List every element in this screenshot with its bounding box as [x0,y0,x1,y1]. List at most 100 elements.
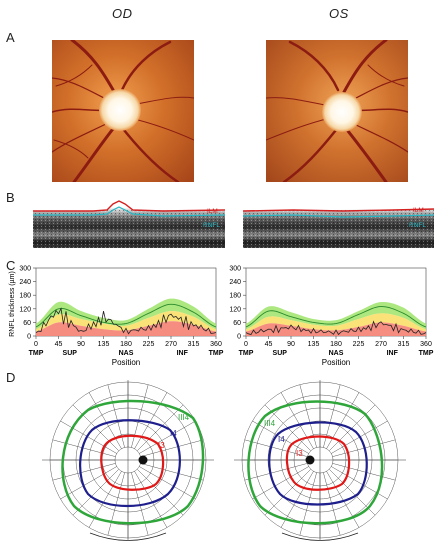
x-tick-label-od: 225 [143,341,155,348]
y-tick-label-os: 240 [229,279,241,286]
mean-line-os [245,306,427,328]
y-tick-label-od: 0 [27,334,31,341]
y-tick-label-os: 300 [229,266,241,273]
oct-od-ilm-label: ILM [207,208,218,215]
sector-label-os: INF [387,350,399,357]
x-tick-label-os: 270 [375,341,387,348]
y-tick-label-os: 0 [237,334,241,341]
sector-label-os: TMP [239,350,254,357]
vf-spoke [60,466,117,500]
rnfl-xlabel-od: Position [112,358,140,367]
y-tick-label-os: 120 [229,306,241,313]
x-tick-label-od: 45 [55,341,63,348]
visual-field-od: III4 I4 I3 [42,380,214,541]
vf-scale-arc-od [89,532,167,541]
sector-label-od: TMP [29,350,44,357]
panel-label-b: B [6,190,15,205]
rnfl-plot-od: 300 240 180 120 60 00 45 90 135 180 225 270 315 360 TM… [19,266,223,358]
rnfl-ylabel-od: RNFL thickness (µm) [9,271,16,337]
vf-spoke [107,472,125,536]
rnfl-chart-os: 300 240 180 120 60 00 45 90 135 180 225 270 315 360 TM… [229,266,433,368]
sector-label-od: SUP [63,350,78,357]
vf-spoke [131,472,149,536]
x-tick-label-os: 0 [244,341,248,348]
isopter-label-i3-os: I3 [296,449,303,458]
isopter-i3-os [285,435,351,491]
panel-label-c: C [6,258,16,273]
panel-label-d: D [6,370,16,385]
sector-label-od: TMP [209,350,224,357]
fundus-photo-od [52,40,194,182]
rnfl-plot-os: 300 240 180 120 60 00 45 90 135 180 225 270 315 360 TM… [229,266,433,358]
x-tick-label-os: 45 [265,341,273,348]
sector-label-od: NAS [119,350,134,357]
x-tick-label-os: 135 [308,341,320,348]
sector-label-os: NAS [329,350,344,357]
x-tick-label-os: 360 [420,341,432,348]
vf-spoke [139,420,196,454]
vf-spoke [134,392,168,449]
borderline-band-os [246,313,426,332]
vf-grid-od [42,380,214,540]
rnfl-xlabel-os: Position [322,358,350,367]
y-tick-label-od: 180 [19,293,31,300]
panel-label-a: A [6,30,15,45]
isopter-label-iii4-od: III4 [178,413,190,422]
oct-os-ilm-label: ILM [413,207,424,214]
vf-spoke [280,392,314,449]
vf-spoke [252,466,309,500]
vf-spoke [140,439,204,457]
rnfl-chart-od: 300 240 180 120 60 00 45 90 135 180 225 270 315 360 TM… [9,266,224,368]
x-tick-label-os: 225 [353,341,365,348]
normal-band-od [36,298,216,330]
y-tick-label-os: 180 [229,293,241,300]
x-tick-label-od: 270 [165,341,177,348]
oct-od-rnfl-label: RNFL [203,222,220,229]
isopter-label-i3-od: I3 [158,441,165,450]
abnormal-band-os [246,322,426,336]
x-tick-label-od: 360 [210,341,222,348]
od-title: OD [112,6,133,21]
patient-line-od [35,307,217,335]
vf-spoke [264,469,311,516]
isopter-i4-os [268,421,368,506]
vf-spoke [137,469,184,516]
isopter-i4-od [79,419,181,508]
blind-spot-od [138,455,148,465]
vf-spoke [140,463,204,481]
isopter-label-i4-od: I4 [170,429,177,438]
oct-os-rnfl-label: RNFL [409,222,426,229]
x-tick-label-os: 90 [287,341,295,348]
x-tick-label-os: 315 [398,341,410,348]
isopter-i3-od [100,434,165,491]
vf-spoke [60,420,117,454]
isopter-iii4-od [61,399,205,525]
vf-spoke [72,469,119,516]
vf-spoke [326,392,360,449]
sector-label-os: TMP [419,350,434,357]
os-title: OS [329,6,349,21]
mean-line-od [35,303,217,328]
isopter-iii4-os [247,400,384,525]
vf-spoke [137,404,184,451]
vf-scale-arc-os [281,532,359,541]
borderline-band-od [36,311,216,332]
abnormal-band-od [36,321,216,336]
y-tick-label-od: 120 [19,306,31,313]
x-tick-label-od: 90 [77,341,85,348]
y-tick-label-od: 240 [19,279,31,286]
y-tick-label-os: 60 [233,320,241,327]
x-tick-label-od: 315 [188,341,200,348]
vf-spoke [52,439,116,457]
sector-label-os: SUP [273,350,288,357]
x-tick-label-od: 135 [98,341,110,348]
oct-scan-os: ILM RNFL [243,196,434,248]
patient-line-os [245,320,427,336]
x-tick-label-od: 0 [34,341,38,348]
x-tick-label-od: 180 [120,341,132,348]
oct-scan-od: ILM RNFL [33,196,225,248]
y-tick-label-od: 60 [23,320,31,327]
sector-label-od: INF [177,350,189,357]
vf-spoke [244,463,308,481]
vf-spoke [244,439,308,457]
